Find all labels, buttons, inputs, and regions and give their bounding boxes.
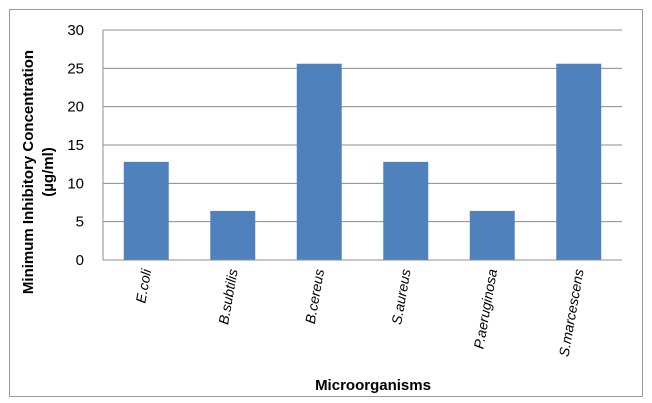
x-tick-label: E.coli (133, 267, 155, 304)
x-tick-label: B.subtilis (215, 268, 240, 326)
x-tick-label: P.aeruginosa (470, 268, 500, 350)
y-tick-labels: 0 5 10 15 20 25 30 (67, 22, 84, 269)
y-tick-label: 15 (67, 137, 84, 154)
y-tick-label: 30 (67, 22, 84, 39)
x-axis-title: Microorganisms (315, 377, 431, 394)
bars (123, 63, 602, 260)
bar (556, 63, 602, 260)
y-axis-title-line2: (µg/ml) (40, 147, 57, 196)
bar (123, 161, 169, 260)
x-tick-labels: E.coli B.subtilis B.cereus S.aureus P.aerugi… (133, 267, 587, 358)
bar (469, 210, 515, 260)
x-tick-label: B.cereus (302, 268, 327, 325)
y-tick-label: 20 (67, 99, 84, 116)
bar (383, 161, 429, 260)
bar (210, 210, 256, 260)
axes (102, 30, 622, 261)
x-tick-label: S.marcescens (556, 268, 587, 358)
gridlines (103, 29, 622, 223)
y-tick-label: 0 (76, 252, 84, 269)
y-tick-label: 5 (76, 214, 84, 231)
x-tick-label: S.aureus (388, 268, 413, 326)
y-axis-title-line1: Minimum Inhibitory Concentration (20, 50, 37, 294)
y-tick-label: 10 (67, 175, 84, 192)
y-tick-label: 25 (67, 60, 84, 77)
bar (296, 63, 342, 260)
